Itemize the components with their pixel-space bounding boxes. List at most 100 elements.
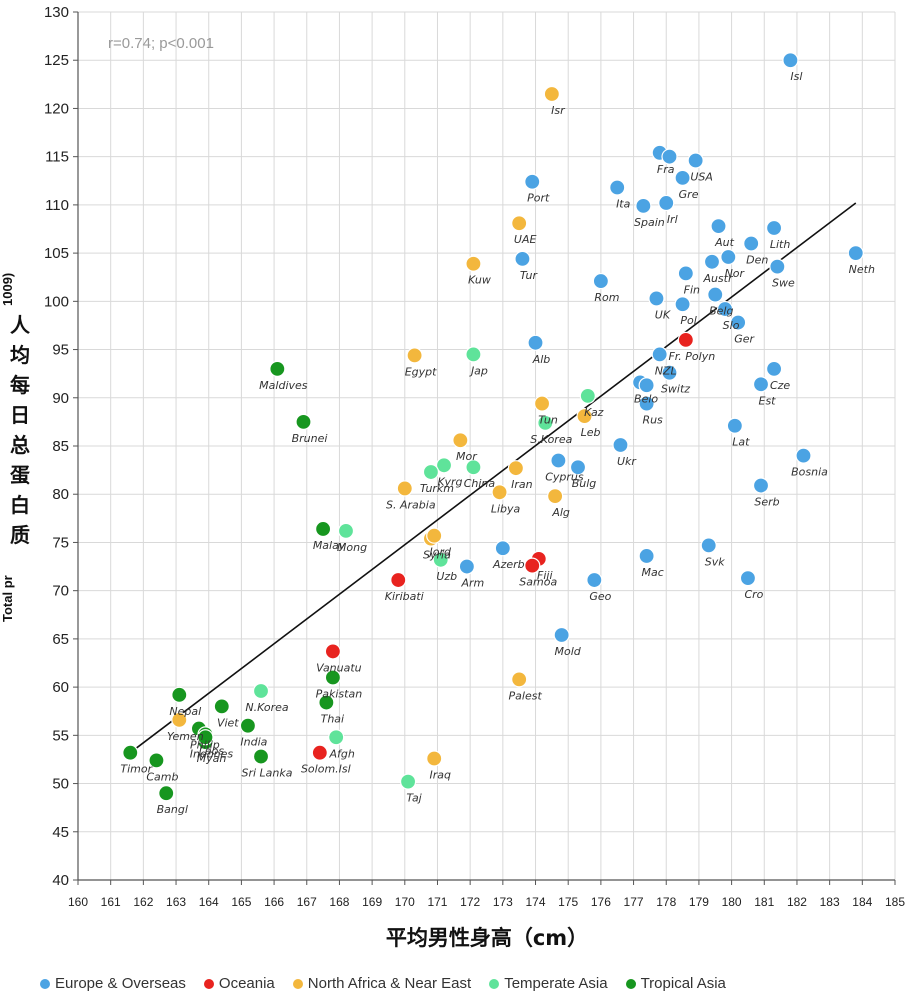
y-tick-label: 85: [52, 438, 69, 455]
data-point: [171, 686, 188, 703]
y-tick-label: 80: [52, 486, 69, 503]
point-label: UAE: [514, 233, 537, 246]
data-point: [171, 711, 188, 729]
legend-item: Temperate Asia: [489, 975, 608, 992]
data-point: [122, 744, 139, 761]
data-point: [524, 173, 541, 190]
x-tick-label: 166: [264, 895, 284, 909]
point-label: Brunei: [292, 432, 328, 445]
point-label: Belo: [634, 392, 658, 405]
point-label: Leb: [581, 426, 601, 439]
data-point: [458, 558, 475, 575]
point-label: Thai: [321, 713, 345, 726]
point-label: USA: [690, 171, 713, 184]
legend-swatch: [292, 978, 303, 989]
point-label: Pakistan: [316, 687, 363, 700]
data-point: [648, 290, 665, 307]
data-point: [638, 547, 655, 565]
data-point: [635, 197, 652, 214]
point-label: Kuw: [468, 274, 491, 287]
x-tick-label: 182: [787, 895, 807, 909]
data-point: [465, 459, 482, 476]
data-point: [716, 300, 734, 318]
data-point: [576, 408, 593, 425]
data-point: [707, 286, 724, 303]
data-point: [197, 729, 214, 746]
data-point: [579, 387, 596, 404]
legend-label: North Africa & Near East: [307, 975, 472, 992]
y-axis-label-char: 每: [10, 373, 30, 397]
point-label: Sri Lanka: [242, 767, 293, 780]
data-point: [494, 540, 511, 557]
data-point: [674, 169, 691, 186]
x-tick-label: 176: [591, 895, 611, 909]
x-tick-label: 180: [722, 895, 742, 909]
x-tick-label: 173: [493, 895, 513, 909]
point-label: Cro: [744, 588, 763, 601]
point-label: Rom: [594, 291, 619, 304]
data-point: [148, 752, 165, 769]
data-point: [324, 643, 342, 660]
point-label: Pol: [680, 314, 696, 327]
point-label: Taj: [406, 792, 422, 805]
y-tick-label: 45: [52, 824, 69, 841]
data-point: [491, 484, 508, 501]
x-tick-label: 175: [558, 895, 578, 909]
point-label: Camb: [146, 770, 178, 783]
point-label: Solom.Isl: [301, 763, 351, 776]
point-label: Kaz: [584, 406, 604, 419]
data-point: [782, 52, 799, 69]
point-label: Serb: [754, 496, 779, 509]
point-label: Belg: [709, 305, 733, 318]
x-tick-label: 167: [297, 895, 317, 909]
y-axis-label-char: 日: [10, 403, 30, 427]
data-point: [710, 218, 727, 235]
data-point: [213, 698, 230, 715]
y-axis-label-char: 质: [10, 523, 30, 547]
data-point: [638, 377, 655, 394]
data-point: [524, 557, 541, 574]
tick-labels: 160 161 162 163 164 165 166 167 168 169 170 171 172 1…: [44, 4, 905, 909]
data-point: [507, 460, 525, 477]
point-label: Aut: [714, 236, 734, 249]
point-label: Jord: [427, 546, 451, 559]
point-label: Spain: [634, 216, 665, 229]
y-axis-label-char: 均: [10, 343, 30, 367]
y-tick-label: 40: [52, 872, 69, 889]
data-point: [674, 296, 691, 313]
point-label: Cze: [770, 379, 790, 392]
data-point: [743, 235, 760, 252]
data-point: [700, 537, 717, 554]
data-point: [337, 522, 355, 539]
y-tick-label: 50: [52, 776, 69, 793]
point-label: Svk: [705, 555, 725, 568]
point-label: Egypt: [405, 365, 437, 378]
point-label: Austr: [702, 272, 734, 285]
legend-swatch: [625, 978, 636, 989]
point-label: Ukr: [617, 455, 637, 468]
point-label: Cyprus: [545, 470, 584, 483]
point-label: China: [464, 477, 496, 490]
point-label: Indones: [190, 747, 234, 760]
y-tick-label: 125: [44, 52, 69, 69]
y-tick-label: 95: [52, 342, 69, 359]
point-label: Switz: [661, 383, 690, 396]
x-tick-label: 178: [656, 895, 676, 909]
data-point: [651, 346, 668, 363]
data-point: [465, 346, 482, 363]
data-point: [677, 331, 694, 349]
data-point: [511, 671, 528, 688]
y-axis-label-char: 蛋: [10, 463, 30, 487]
point-label: Tur: [520, 269, 539, 282]
point-label: Iraq: [429, 768, 451, 781]
data-point: [158, 785, 175, 802]
point-label: Fin: [684, 283, 700, 296]
data-point: [311, 744, 328, 761]
point-label: Ita: [616, 198, 631, 211]
point-label: Nepal: [169, 705, 201, 718]
point-label: Fiji: [537, 569, 553, 582]
point-label: Slo: [723, 319, 740, 332]
data-point: [765, 219, 783, 237]
data-point: [269, 360, 286, 377]
data-point: [612, 436, 629, 454]
